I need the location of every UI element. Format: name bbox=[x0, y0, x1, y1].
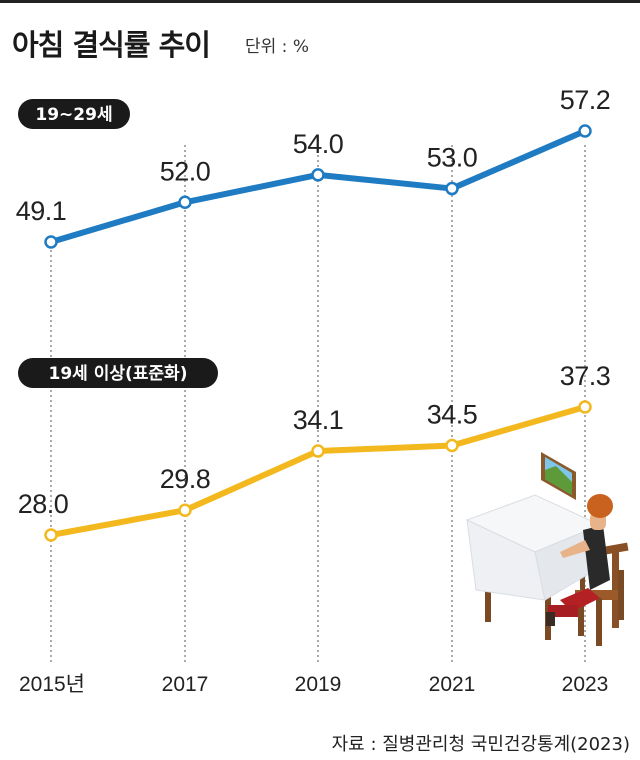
data-point bbox=[44, 235, 58, 249]
data-point bbox=[178, 503, 192, 517]
x-tick-label: 2019 bbox=[295, 673, 342, 696]
data-label: 57.2 bbox=[560, 85, 611, 115]
data-point bbox=[445, 181, 459, 196]
series-name-text: 19세 이상(표준화) bbox=[49, 364, 188, 384]
series-name-labels: 19~29세 19세 이상(표준화) bbox=[18, 99, 218, 388]
data-label: 52.0 bbox=[160, 156, 211, 186]
person bbox=[546, 494, 613, 626]
data-label: 34.5 bbox=[427, 400, 478, 430]
data-point bbox=[311, 168, 325, 182]
x-axis-tick-labels: 2015년 2017 2019 2021 2023 bbox=[19, 673, 608, 696]
source-note: 자료 : 질병관리청 국민건강통계(2023) bbox=[331, 734, 630, 755]
data-label: 34.1 bbox=[293, 405, 344, 435]
data-label: 49.1 bbox=[16, 196, 67, 226]
series-points bbox=[44, 124, 592, 542]
top-rule bbox=[0, 0, 640, 3]
x-tick-label: 2015년 bbox=[19, 673, 85, 696]
data-label: 53.0 bbox=[427, 143, 478, 173]
series-name-text: 19~29세 bbox=[35, 105, 112, 125]
data-label: 29.8 bbox=[160, 464, 211, 494]
data-point bbox=[578, 400, 592, 414]
data-point bbox=[44, 528, 58, 542]
data-point bbox=[578, 124, 592, 138]
data-point bbox=[445, 438, 459, 453]
data-point bbox=[311, 444, 325, 458]
series-name-label: 19~29세 bbox=[18, 99, 130, 129]
x-tick-label: 2021 bbox=[429, 673, 476, 696]
data-label: 37.3 bbox=[560, 361, 611, 391]
series-name-label: 19세 이상(표준화) bbox=[18, 358, 218, 388]
data-label: 28.0 bbox=[18, 489, 69, 519]
chart-title: 아침 결식률 추이 bbox=[12, 28, 211, 62]
chair bbox=[575, 542, 629, 646]
wall-picture bbox=[541, 452, 576, 500]
data-point bbox=[178, 195, 192, 210]
x-tick-label: 2017 bbox=[162, 673, 209, 696]
data-label: 54.0 bbox=[293, 129, 344, 159]
person-illustration bbox=[465, 452, 629, 646]
unit-label: 단위 : % bbox=[245, 37, 309, 57]
data-labels: 49.1 52.0 54.0 53.0 57.2 28.0 29.8 34.1 34.5 37.3 bbox=[16, 85, 611, 519]
x-tick-label: 2023 bbox=[562, 673, 609, 696]
